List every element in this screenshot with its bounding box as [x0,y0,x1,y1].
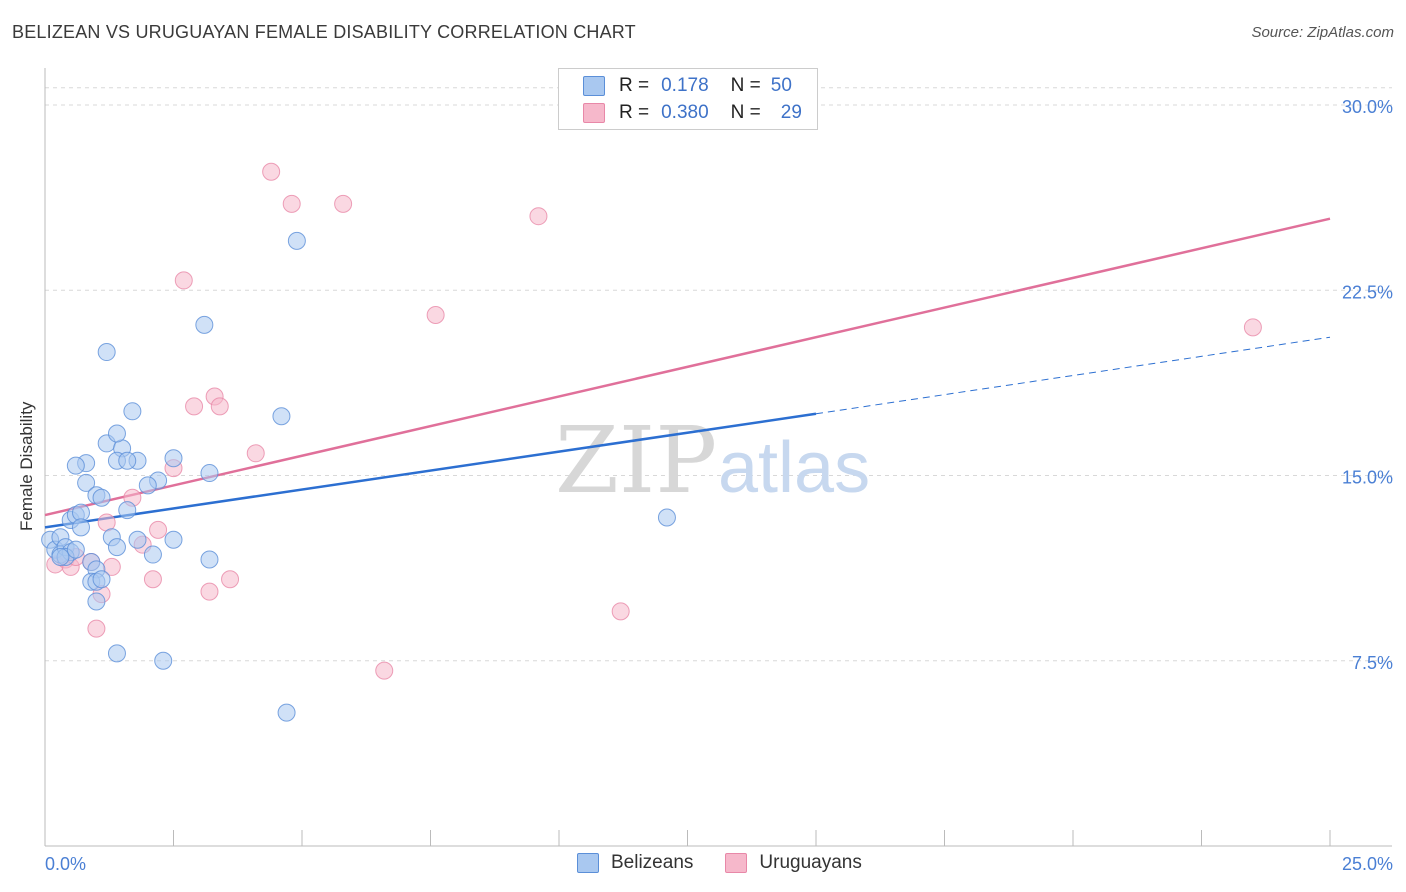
uruguayan-point [211,398,228,415]
legend-n-label: N = [731,102,761,124]
legend-label-belizeans: Belizeans [611,852,693,874]
y-tick-label: 22.5% [1342,282,1393,302]
legend-n-value: 29 [781,102,802,124]
belizean-point [108,645,125,662]
belizean-point [67,457,84,474]
belizean-point [288,232,305,249]
belizean-trend-extension [816,337,1330,414]
uruguayan-point [201,583,218,600]
belizean-point [52,549,69,566]
belizean-point [72,519,89,536]
belizean-point [278,704,295,721]
watermark-atlas: atlas [718,428,870,508]
legend-r-value: 0.380 [661,102,709,124]
belizean-point [139,477,156,494]
belizean-point [658,509,675,526]
belizean-point [124,403,141,420]
uruguayan-point [186,398,203,415]
belizean-point [155,652,172,669]
legend-swatch-pink [583,103,605,123]
belizean-point [273,408,290,425]
watermark: ZIP atlas [555,407,870,514]
legend-n-label: N = [731,75,761,97]
x-tick-label: 25.0% [1342,854,1393,874]
uruguayan-point [175,272,192,289]
legend-r-label: R = [619,75,649,97]
uruguayan-point [88,620,105,637]
legend-r-label: R = [619,102,649,124]
belizean-point [119,502,136,519]
belizean-point [129,531,146,548]
belizean-point [88,593,105,610]
belizean-point [201,551,218,568]
legend-item-belizeans: Belizeans [577,852,693,874]
uruguayan-point [283,195,300,212]
uruguayan-point [612,603,629,620]
belizean-point [93,571,110,588]
gridlines [45,88,1392,661]
uruguayan-point [335,195,352,212]
belizean-point [93,489,110,506]
legend-swatch-blue [583,76,605,96]
y-tick-label: 30.0% [1342,97,1393,117]
belizean-point [98,344,115,361]
series-legend: Belizeans Uruguayans [577,852,894,874]
legend-item-uruguayans: Uruguayans [725,852,861,874]
uruguayan-point [150,521,167,538]
belizean-point [201,465,218,482]
belizean-point [144,546,161,563]
scatter-chart: ZIP atlas 7.5% 15.0% 22.5% 30.0% 0.0% 25.0% [0,0,1406,892]
uruguayan-point [263,163,280,180]
uruguayan-point [530,208,547,225]
uruguayan-point [222,571,239,588]
legend-row-uruguayans: R = 0.380 N = 29 [583,100,802,126]
legend-swatch-blue [577,853,599,873]
belizean-point [119,452,136,469]
watermark-zip: ZIP [555,407,717,514]
uruguayan-point [376,662,393,679]
legend-n-value: 50 [771,75,792,97]
legend-row-belizeans: R = 0.178 N = 50 [583,73,792,99]
legend-r-value: 0.178 [661,75,709,97]
y-tick-label: 15.0% [1342,468,1393,488]
belizean-point [196,316,213,333]
y-tick-label: 7.5% [1352,653,1393,673]
uruguayan-point [144,571,161,588]
belizean-point [165,531,182,548]
correlation-legend: R = 0.178 N = 50 R = 0.380 N = 29 [558,68,818,130]
uruguayan-point [427,306,444,323]
uruguayan-point [247,445,264,462]
belizean-point [108,539,125,556]
legend-swatch-pink [725,853,747,873]
uruguayan-point [1244,319,1261,336]
belizean-point [108,425,125,442]
belizean-point [165,450,182,467]
legend-label-uruguayans: Uruguayans [759,852,861,874]
belizean-point [67,541,84,558]
x-tick-label: 0.0% [45,854,86,874]
